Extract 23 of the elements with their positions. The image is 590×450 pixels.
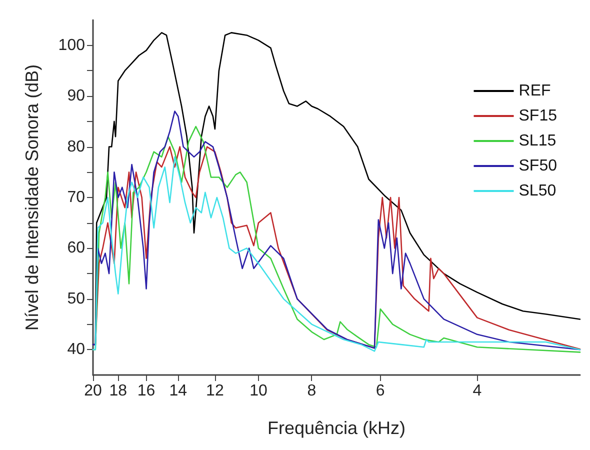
legend-label: SF50	[518, 158, 558, 174]
y-axis-title: Nível de Intensidade Sonora (dB)	[22, 64, 42, 331]
x-axis-title: Frequência (kHz)	[267, 418, 406, 438]
y-tick-label: 50	[67, 290, 86, 308]
legend-label: SF15	[518, 108, 558, 124]
legend-label: SL15	[518, 132, 556, 150]
x-tick-label: 8	[307, 382, 316, 400]
y-tick-label: 40	[67, 341, 86, 358]
x-tick-label: 16	[137, 382, 156, 400]
y-tick-label: 80	[67, 138, 86, 156]
y-tick-label: 60	[67, 240, 86, 257]
legend-label: REF	[518, 82, 551, 100]
y-tick-label: 90	[67, 88, 86, 105]
y-tick-label: 70	[67, 189, 86, 206]
x-tick-label: 14	[169, 382, 188, 400]
x-tick-label: 4	[472, 382, 482, 400]
x-tick-label: 12	[206, 382, 224, 400]
x-tick-label: 20	[84, 382, 102, 400]
y-tick-label: 100	[58, 36, 86, 54]
x-tick-label: 6	[376, 382, 385, 400]
x-tick-label: 18	[109, 382, 128, 400]
legend-label: SL50	[518, 182, 556, 200]
x-tick-label: 10	[250, 382, 268, 400]
